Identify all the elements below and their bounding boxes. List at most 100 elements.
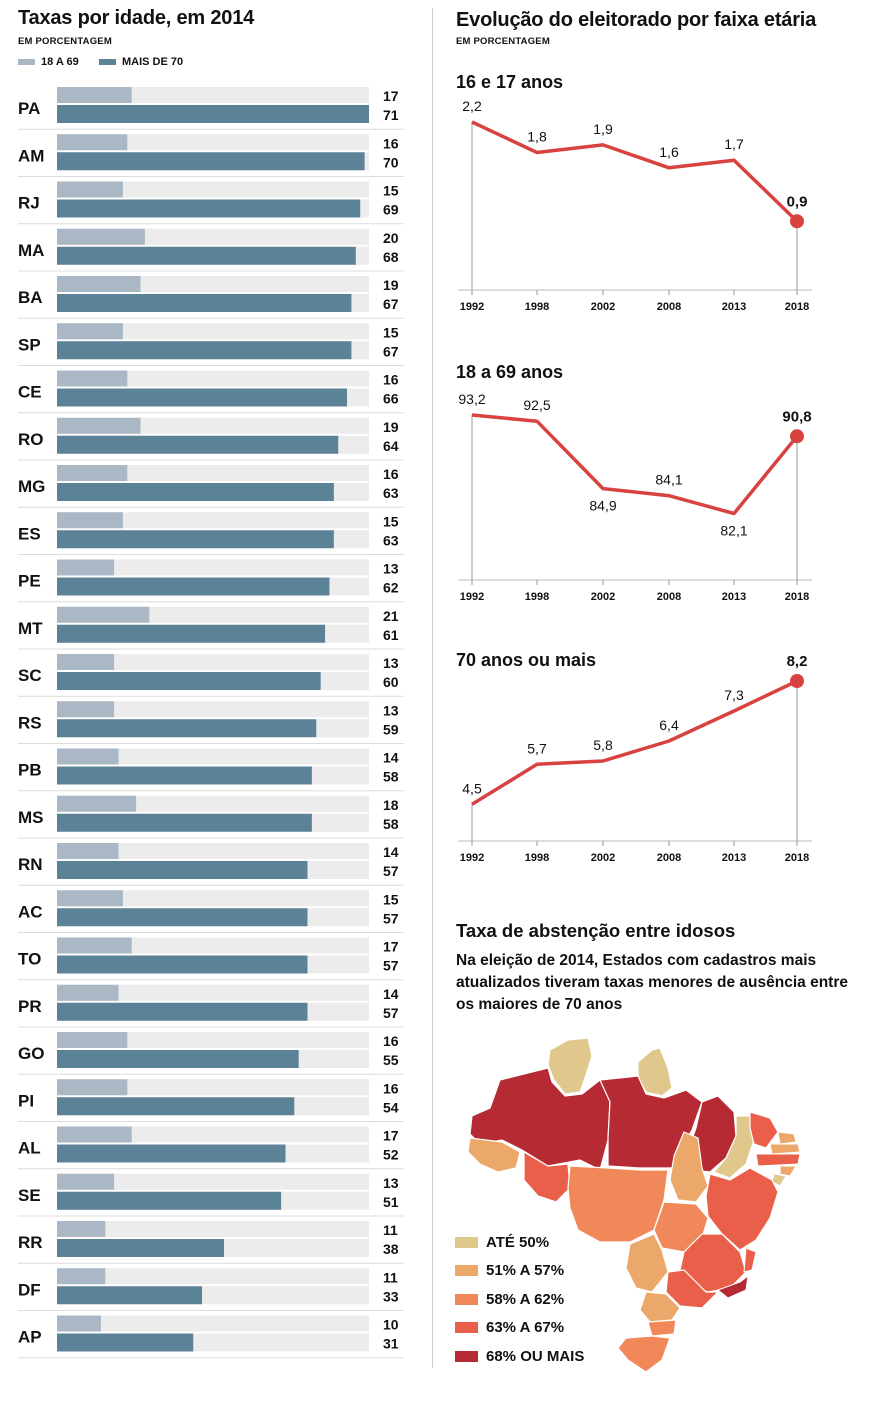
value-label-70-plus: 68 <box>383 249 399 265</box>
bar-18-69 <box>57 181 123 198</box>
data-point-last <box>790 214 804 229</box>
legend-item-18-69: 18 A 69 <box>18 56 79 68</box>
bar-70-plus <box>57 1097 295 1116</box>
bar-row: GO 16 55 <box>18 1032 404 1075</box>
value-label-70-plus: 63 <box>383 485 399 501</box>
value-label-18-69: 20 <box>383 230 399 246</box>
map-legend-label: 51% A 57% <box>486 1262 565 1280</box>
bar-18-69 <box>57 1173 115 1190</box>
bar-70-plus <box>57 105 369 123</box>
value-label-18-69: 17 <box>383 939 399 955</box>
map-legend-item: 58% A 62% <box>455 1285 584 1314</box>
map-legend-label: 58% A 62% <box>486 1290 565 1308</box>
value-label-18-69: 16 <box>383 1033 399 1049</box>
value-label-18-69: 14 <box>383 844 399 860</box>
bar-row: SC 13 60 <box>18 654 404 697</box>
x-tick-label: 2013 <box>722 301 746 313</box>
bar-track <box>57 1173 369 1190</box>
bar-70-plus <box>57 152 365 171</box>
data-label: 1,8 <box>527 129 547 145</box>
value-label-18-69: 16 <box>383 466 399 482</box>
bar-18-69 <box>57 748 119 765</box>
bar-70-plus <box>57 341 352 360</box>
panel-divider <box>432 8 433 1368</box>
state-label: BA <box>18 288 43 307</box>
bar-70-plus <box>57 624 326 643</box>
bar-track <box>57 1315 369 1332</box>
x-tick-label: 1998 <box>525 301 549 313</box>
bar-track <box>57 748 369 765</box>
data-label: 92,5 <box>523 397 550 413</box>
bar-18-69 <box>57 701 115 718</box>
value-label-70-plus: 57 <box>383 1005 399 1021</box>
bar-row: AP 10 31 <box>18 1315 404 1359</box>
bar-track <box>57 181 369 198</box>
legend-swatch <box>18 59 35 65</box>
value-label-70-plus: 62 <box>383 580 399 596</box>
bar-18-69 <box>57 1126 132 1143</box>
value-label-18-69: 15 <box>383 891 399 907</box>
map-legend: ATÉ 50% 51% A 57% 58% A 62% 63% A 67% 68… <box>455 1228 584 1371</box>
bar-18-69 <box>57 559 115 576</box>
bar-row: PA 17 71 <box>18 87 404 130</box>
x-tick-label: 1998 <box>525 591 549 603</box>
x-tick-label: 1992 <box>460 591 484 603</box>
bar-70-plus <box>57 530 334 549</box>
bar-track <box>57 87 369 103</box>
state-label: RN <box>18 855 43 874</box>
bar-track <box>57 1221 369 1237</box>
state-bahia <box>705 1167 779 1251</box>
bar-chart-title: Taxas por idade, em 2014 <box>18 7 255 29</box>
bar-70-plus <box>57 719 317 738</box>
bar-row: PB 14 58 <box>18 748 404 792</box>
bar-track <box>57 323 369 340</box>
x-tick-label: 2013 <box>722 852 746 864</box>
state-tocantins <box>669 1131 709 1203</box>
bar-row: SE 13 51 <box>18 1173 404 1217</box>
bar-18-69 <box>57 1032 128 1048</box>
bar-70-plus <box>57 1286 203 1305</box>
data-label: 1,7 <box>724 136 744 152</box>
map-title: Taxa de abstenção entre idosos <box>456 920 736 941</box>
legend-item-70-plus: MAIS DE 70 <box>99 56 183 68</box>
data-label: 84,1 <box>655 472 682 488</box>
bar-70-plus <box>57 246 356 265</box>
bar-70-plus <box>57 861 308 879</box>
value-label-70-plus: 66 <box>383 391 399 407</box>
bar-18-69 <box>57 417 141 434</box>
bar-row: TO 17 57 <box>18 937 404 981</box>
value-label-18-69: 17 <box>383 88 399 104</box>
value-label-70-plus: 51 <box>383 1194 399 1210</box>
bar-track <box>57 701 369 718</box>
state-sao-paulo <box>665 1269 720 1309</box>
x-tick-label: 2002 <box>591 852 615 864</box>
state-paraiba <box>769 1143 801 1155</box>
map-legend-item: ATÉ 50% <box>455 1228 584 1257</box>
value-label-70-plus: 71 <box>383 107 399 123</box>
state-acre <box>467 1137 521 1173</box>
line-charts-title: Evolução do eleitorado por faixa etária <box>456 9 817 31</box>
state-label: MA <box>18 241 44 260</box>
map-description: Na eleição de 2014, Estados com cadastro… <box>456 952 848 1013</box>
state-label: CE <box>18 383 42 402</box>
x-tick-label: 2018 <box>785 301 809 313</box>
bar-70-plus <box>57 1191 282 1210</box>
value-label-70-plus: 59 <box>383 721 399 737</box>
data-label: 93,2 <box>458 391 485 407</box>
value-label-18-69: 11 <box>383 1222 398 1238</box>
bar-18-69 <box>57 937 132 954</box>
bar-track <box>57 890 369 907</box>
value-label-70-plus: 52 <box>383 1147 399 1163</box>
value-label-70-plus: 57 <box>383 958 399 974</box>
bar-18-69 <box>57 890 123 907</box>
x-tick-label: 2018 <box>785 591 809 603</box>
bar-18-69 <box>57 512 123 529</box>
bar-track <box>57 370 369 387</box>
map-legend-label: ATÉ 50% <box>486 1233 550 1251</box>
line-chart-title-70-plus: 70 anos ou mais <box>456 650 597 670</box>
bar-row: RN 14 57 <box>18 843 404 886</box>
legend-label: 18 A 69 <box>41 56 79 68</box>
value-label-18-69: 10 <box>383 1317 399 1333</box>
state-label: PB <box>18 761 42 780</box>
data-label: 6,4 <box>659 717 679 733</box>
